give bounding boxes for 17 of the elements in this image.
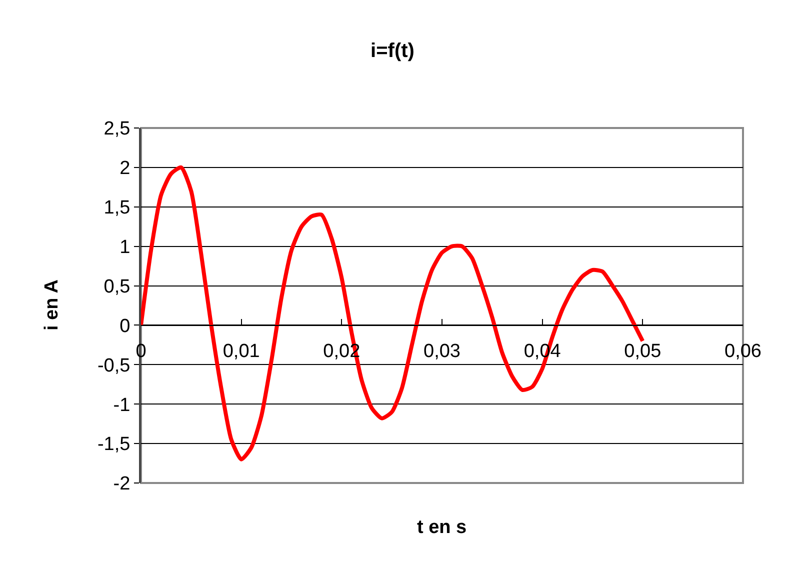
y-tick-label: 1,5	[104, 198, 130, 219]
y-axis-title: i en A	[42, 279, 62, 330]
y-tick-label: 0	[120, 316, 130, 337]
chart-title: i=f(t)	[370, 40, 414, 62]
x-tick-label: 0,03	[424, 341, 460, 362]
y-tick-label: -0,5	[97, 355, 130, 376]
x-tick-label: 0,05	[624, 341, 662, 362]
x-axis-title: t en s	[417, 517, 467, 538]
y-tick-label: 2	[120, 158, 130, 180]
y-tick-label: -1	[113, 394, 130, 416]
x-tick-label: 0,01	[222, 341, 260, 362]
y-tick-label: 1	[120, 236, 130, 258]
y-tick-label: 0,5	[104, 276, 130, 298]
y-tick-label: -1,5	[97, 434, 130, 456]
x-tick-label: 0,06	[724, 341, 762, 362]
y-tick-label: 2,5	[104, 118, 130, 140]
y-tick-label: -2	[113, 474, 130, 495]
